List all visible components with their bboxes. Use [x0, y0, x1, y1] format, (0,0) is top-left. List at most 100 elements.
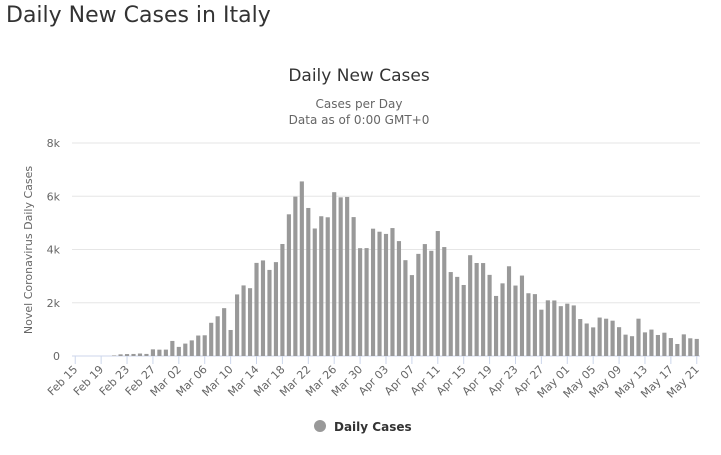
y-axis-title: Novel Coronavirus Daily Cases: [22, 166, 35, 334]
legend-label: Daily Cases: [334, 420, 412, 434]
y-tick-label: 2k: [47, 297, 61, 310]
bar: [273, 262, 279, 356]
bar: [448, 272, 453, 356]
bar: [228, 329, 233, 356]
bar: [642, 332, 648, 356]
bar: [338, 197, 343, 356]
bar: [604, 318, 609, 356]
bar: [416, 253, 421, 356]
page-title: Daily New Cases in Italy: [6, 3, 271, 28]
bar: [280, 243, 285, 356]
bar: [215, 316, 220, 356]
bar: [247, 288, 253, 356]
bar: [209, 322, 214, 356]
bar: [429, 250, 434, 356]
bar: [306, 207, 311, 356]
bar: [500, 283, 505, 356]
chart-title: Daily New Cases: [288, 66, 430, 86]
bar: [526, 293, 531, 356]
bar: [513, 285, 518, 356]
bar: [617, 327, 622, 356]
bar: [422, 244, 427, 356]
bar: [597, 317, 602, 356]
bar: [351, 217, 356, 356]
bar: [189, 340, 194, 356]
bar: [358, 248, 363, 356]
bar: [286, 214, 291, 356]
bar: [675, 343, 680, 356]
bar: [552, 300, 557, 356]
bar: [131, 353, 136, 356]
bar: [170, 340, 175, 356]
bar: [409, 275, 414, 356]
bar: [532, 294, 537, 356]
bar: [591, 327, 596, 356]
bar: [578, 319, 583, 356]
bar: [519, 275, 525, 356]
bar: [325, 217, 330, 356]
bar: [435, 231, 440, 356]
legend-marker: [314, 420, 326, 432]
bar: [623, 334, 628, 356]
bar: [383, 233, 389, 356]
bar: [565, 303, 570, 356]
bar: [345, 196, 350, 356]
bar: [364, 248, 369, 356]
bar: [545, 300, 550, 356]
bar: [610, 320, 615, 356]
bar: [202, 335, 207, 356]
bar: [662, 332, 667, 356]
bar: [260, 260, 266, 356]
bar: [468, 255, 473, 356]
bar: [118, 354, 123, 356]
y-tick-label: 4k: [47, 244, 61, 257]
bar: [688, 338, 693, 356]
bar: [150, 349, 155, 356]
bar: [558, 306, 563, 356]
y-tick-label: 0: [53, 350, 60, 363]
bar: [636, 318, 641, 356]
bar: [196, 335, 201, 356]
bar: [629, 336, 635, 356]
bar: [144, 353, 149, 356]
bar: [461, 284, 466, 356]
bar: [396, 241, 402, 356]
bar: [649, 329, 654, 356]
bar: [293, 196, 298, 356]
bar: [571, 305, 576, 356]
y-tick-label: 6k: [47, 190, 61, 203]
y-tick-label: 8k: [47, 137, 61, 150]
bar: [681, 334, 686, 356]
bar: [481, 263, 486, 356]
bar: [668, 338, 673, 356]
bar: [124, 354, 130, 356]
chart-subtitle: Cases per Day: [316, 97, 403, 111]
bar: [332, 192, 337, 356]
bar: [474, 262, 479, 356]
bar: [235, 294, 240, 356]
bar: [163, 349, 168, 356]
bar: [254, 262, 259, 356]
chart-subtitle: Data as of 0:00 GMT+0: [289, 113, 430, 127]
bar: [539, 309, 544, 356]
bar: [157, 349, 162, 356]
bar: [584, 323, 589, 356]
bar: [655, 334, 660, 356]
bar: [319, 216, 324, 356]
bar: [390, 228, 395, 356]
bar: [694, 338, 699, 356]
bar: [312, 228, 317, 356]
bar: [370, 228, 376, 356]
bar: [299, 181, 304, 356]
bar: [267, 269, 272, 356]
bar: [137, 353, 143, 356]
bar: [442, 247, 447, 356]
bar: [241, 285, 246, 356]
bar: [493, 295, 499, 356]
bar: [176, 346, 181, 356]
bar: [403, 260, 408, 356]
bar: [506, 266, 512, 356]
bar: [183, 343, 188, 356]
